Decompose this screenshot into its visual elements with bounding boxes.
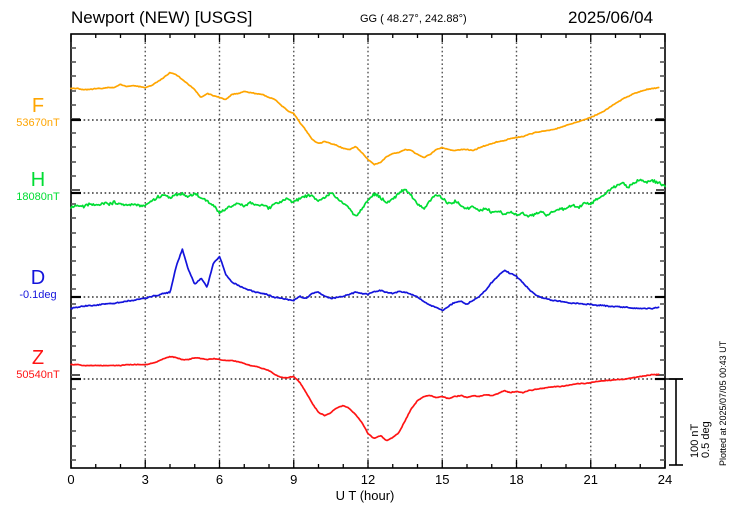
channel-symbol-d: D — [30, 267, 46, 289]
x-tick-label-18: 18 — [509, 472, 524, 487]
channel-label-f: F 53670nT — [8, 96, 68, 130]
scale-bar-label: 100 nT 0.5 deg — [689, 421, 712, 458]
x-tick-label-0: 0 — [67, 472, 75, 487]
page-title: Newport (NEW) [USGS] — [71, 8, 253, 27]
channel-label-h: H 18080nT — [8, 170, 68, 204]
channel-label-z: Z 50540nT — [8, 348, 68, 382]
x-tick-label-3: 3 — [141, 472, 149, 487]
x-tick-label-15: 15 — [435, 472, 450, 487]
channel-baseline-d: -0.1deg — [19, 289, 57, 301]
channel-symbol-z: Z — [31, 347, 45, 369]
geographic-coordinates: GG ( 48.27°, 242.88°) — [360, 13, 467, 25]
axis-ticks — [70, 34, 666, 468]
channel-symbol-f: F — [31, 95, 45, 117]
channel-baseline-h: 18080nT — [16, 191, 60, 203]
x-axis-title: U T (hour) — [335, 488, 395, 503]
channel-label-d: D -0.1deg — [8, 268, 68, 302]
plotted-timestamp: Plotted at 2025/07/05 00:43 UT — [718, 340, 728, 466]
gridlines — [71, 34, 665, 468]
scale-bar — [665, 378, 683, 466]
x-tick-label-9: 9 — [290, 472, 298, 487]
plot-frame — [70, 33, 666, 469]
x-tick-label-6: 6 — [215, 472, 224, 487]
channel-baseline-z: 50540nT — [16, 369, 60, 381]
channel-baseline-f: 53670nT — [16, 117, 60, 129]
data-traces — [70, 71, 666, 442]
observation-date: 2025/06/04 — [568, 8, 654, 27]
x-tick-label-21: 21 — [583, 472, 598, 487]
channel-symbol-h: H — [30, 169, 46, 191]
scale-bar-deg: 0.5 deg — [700, 421, 712, 458]
x-tick-label-12: 12 — [360, 472, 376, 487]
x-tick-label-24: 24 — [657, 472, 673, 487]
